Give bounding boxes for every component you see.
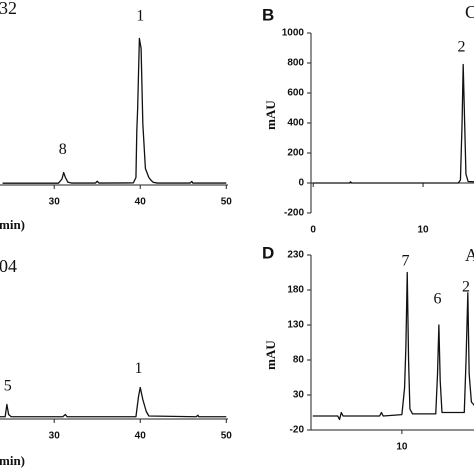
panel-label: D xyxy=(262,243,274,262)
x-tick-label: 10 xyxy=(418,225,430,236)
y-tick-label: 600 xyxy=(287,88,304,99)
x-axis-label: min) xyxy=(0,453,25,468)
panel-title: 32 xyxy=(0,0,17,18)
y-tick-label: 400 xyxy=(287,118,304,129)
y-tick-label: 200 xyxy=(287,148,304,159)
x-tick-label: 30 xyxy=(49,431,61,442)
y-tick-label: 80 xyxy=(293,355,305,366)
panel-title: C xyxy=(465,2,474,22)
x-tick-label: 40 xyxy=(135,197,147,208)
x-tick-label: 0 xyxy=(310,225,316,236)
x-tick-label: 50 xyxy=(221,197,233,208)
y-tick-label: 800 xyxy=(287,58,304,69)
panel: 30 40 50 8 1 32 min) xyxy=(0,0,232,232)
peak-label: 2 xyxy=(462,279,470,296)
panel-label: B xyxy=(262,5,274,24)
y-tick-label: -20 xyxy=(290,425,305,436)
peak-label: 8 xyxy=(59,141,67,158)
chromatogram-trace xyxy=(0,386,227,418)
peak-label: 7 xyxy=(401,253,409,270)
peak-label: 2 xyxy=(458,39,466,56)
panel-title: 04 xyxy=(0,256,17,276)
y-tick-label: -200 xyxy=(284,208,304,219)
y-tick-label: 0 xyxy=(298,178,304,189)
panel-title: A xyxy=(465,245,474,265)
peak-label: 5 xyxy=(4,377,12,394)
chromatogram-trace xyxy=(313,63,474,184)
peak-label: 1 xyxy=(135,360,143,377)
y-axis-label: mAU xyxy=(263,340,278,370)
peak-label: 6 xyxy=(434,290,442,307)
chromatogram-trace xyxy=(2,37,227,184)
panel: 30 40 50 5 1 04 min) xyxy=(0,256,232,468)
chromatogram-trace xyxy=(312,271,474,421)
x-tick-label: 10 xyxy=(396,442,408,453)
x-axis-label: min) xyxy=(0,217,25,232)
y-tick-label: 130 xyxy=(287,320,304,331)
peak-label: 1 xyxy=(136,8,144,25)
x-tick-label: 30 xyxy=(49,197,61,208)
y-tick-label: 180 xyxy=(287,285,304,296)
y-tick-label: 1000 xyxy=(282,28,305,39)
x-tick-label: 40 xyxy=(135,431,147,442)
y-tick-label: 230 xyxy=(287,250,304,261)
y-tick-label: 30 xyxy=(293,390,305,401)
x-tick-label: 50 xyxy=(221,431,233,442)
y-axis-label: mAU xyxy=(263,100,278,130)
